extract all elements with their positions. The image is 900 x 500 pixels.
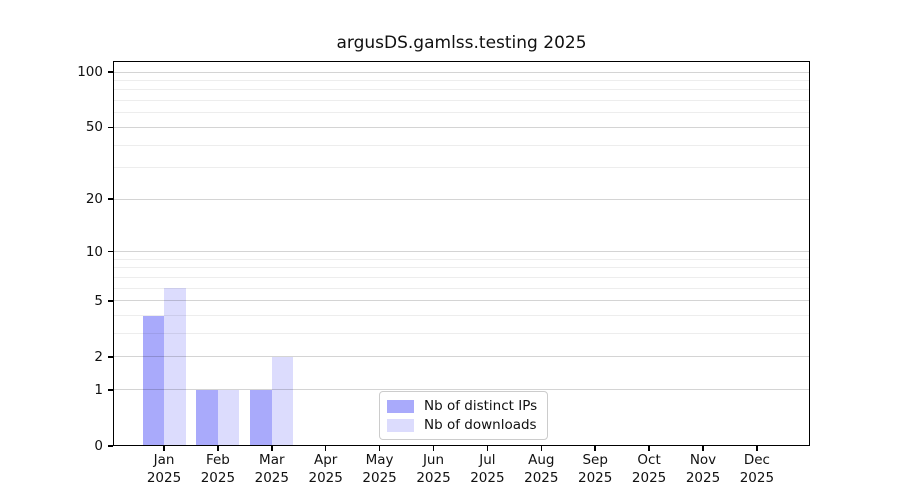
x-tick-label: Jan 2025	[146, 452, 182, 486]
chart-title: argusDS.gamlss.testing 2025	[336, 33, 587, 53]
x-tick-mark	[486, 446, 489, 451]
y-tick-mark	[108, 445, 113, 447]
y-gridline-minor	[113, 287, 810, 289]
y-tick-mark	[108, 250, 113, 253]
y-tick-label: 2	[94, 348, 103, 365]
bar-downloads-mar	[271, 356, 294, 446]
y-tick-mark	[108, 198, 113, 201]
x-tick-label: Jul 2025	[470, 452, 505, 486]
legend-swatch-distinct-ips	[387, 399, 414, 413]
bar-distinct-ips-jan	[142, 315, 164, 446]
y-tick-mark	[108, 299, 113, 302]
x-tick-label: Nov 2025	[685, 452, 721, 486]
y-tick-mark	[108, 389, 113, 391]
x-tick-label: Sep 2025	[578, 452, 613, 486]
plot-area-frame	[113, 61, 810, 446]
y-gridline-minor	[113, 144, 810, 146]
y-gridline-minor	[113, 276, 810, 278]
bar-downloads-feb	[217, 389, 240, 446]
y-gridline-minor	[113, 333, 810, 335]
y-tick-label: 0	[94, 438, 103, 454]
legend: Nb of distinct IPs Nb of downloads	[379, 391, 549, 440]
x-tick-mark	[324, 446, 327, 451]
y-gridline-major	[113, 356, 810, 358]
y-tick-label: 10	[85, 243, 103, 260]
x-tick-mark	[271, 446, 273, 451]
x-tick-mark	[756, 446, 758, 451]
bar-downloads-jan	[164, 288, 186, 446]
y-tick-label: 5	[94, 292, 103, 309]
x-tick-mark	[378, 446, 381, 451]
x-tick-label: Mar 2025	[254, 452, 289, 486]
y-gridline-minor	[113, 258, 810, 260]
y-tick-mark	[108, 71, 113, 73]
x-tick-label: Oct 2025	[631, 452, 667, 486]
y-gridline-major	[113, 300, 810, 302]
x-tick-mark	[702, 446, 704, 451]
x-tick-label: Dec 2025	[739, 452, 775, 486]
y-tick-label: 50	[85, 119, 103, 136]
x-tick-label: May 2025	[362, 452, 397, 486]
y-tick-label: 1	[94, 381, 103, 398]
bar-distinct-ips-mar	[250, 389, 272, 446]
x-tick-mark	[217, 446, 219, 451]
x-tick-mark	[163, 446, 165, 451]
y-gridline-minor	[113, 89, 810, 91]
x-tick-mark	[648, 446, 650, 451]
y-gridline-minor	[113, 167, 810, 169]
y-gridline-major	[113, 71, 810, 73]
legend-swatch-downloads	[387, 418, 414, 432]
x-tick-label: Jun 2025	[416, 452, 451, 486]
y-gridline-major	[113, 389, 810, 391]
legend-label-distinct-ips: Nb of distinct IPs	[424, 398, 538, 414]
y-gridline-major	[113, 126, 810, 128]
bar-distinct-ips-feb	[196, 389, 218, 446]
x-tick-label: Apr 2025	[308, 452, 343, 486]
y-tick-mark	[108, 356, 113, 358]
x-tick-mark	[432, 446, 435, 451]
legend-item-distinct-ips: Nb of distinct IPs	[387, 398, 537, 414]
y-tick-label: 20	[85, 191, 103, 208]
x-tick-mark	[540, 446, 543, 451]
y-gridline-minor	[113, 267, 810, 269]
y-gridline-major	[113, 251, 810, 253]
y-gridline-major	[113, 198, 810, 200]
y-gridline-minor	[113, 100, 810, 102]
x-tick-mark	[594, 446, 596, 451]
y-gridline-minor	[113, 315, 810, 317]
y-gridline-minor	[113, 112, 810, 114]
y-tick-label: 100	[77, 64, 103, 80]
legend-label-downloads: Nb of downloads	[424, 417, 537, 433]
x-tick-label: Feb 2025	[200, 452, 236, 486]
y-tick-mark	[108, 126, 113, 129]
legend-item-downloads: Nb of downloads	[387, 417, 537, 433]
x-tick-label: Aug 2025	[524, 452, 559, 486]
y-gridline-minor	[113, 79, 810, 81]
